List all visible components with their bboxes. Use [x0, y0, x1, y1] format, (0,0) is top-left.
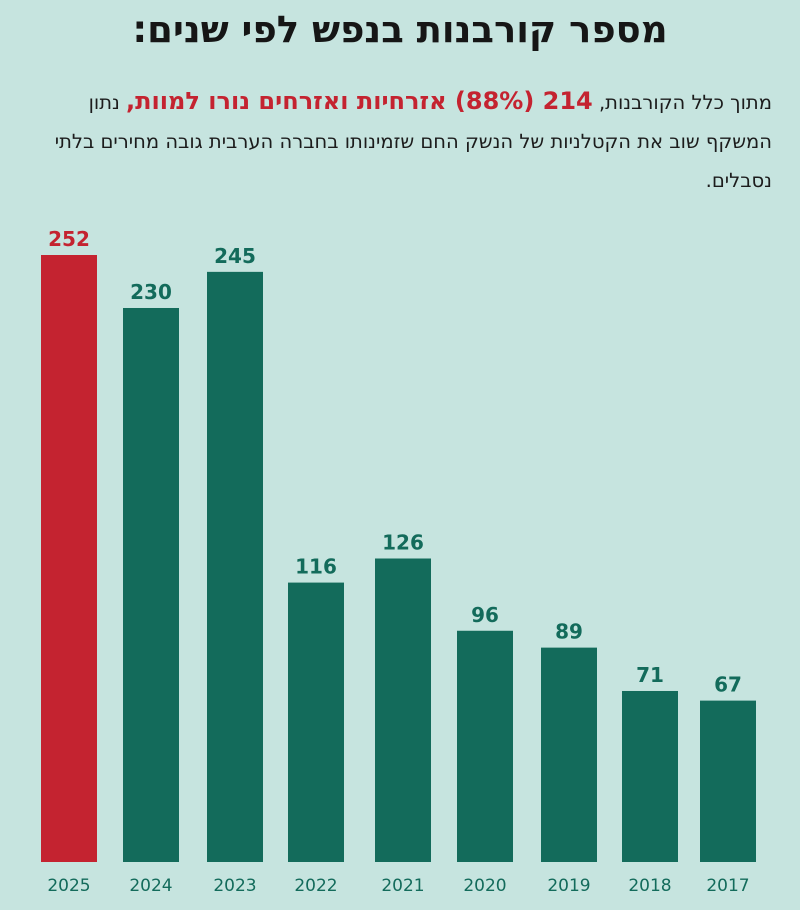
- value-label-2021: 126: [382, 531, 424, 555]
- bar-2024: [123, 307, 179, 862]
- bar-2019: [541, 647, 597, 862]
- bar-2021: [375, 558, 431, 862]
- year-label-2024: 2024: [129, 876, 172, 896]
- bars-group: 252 2025 230 2024 245 2023 116 2022 126 2021 96 202…: [41, 227, 756, 896]
- subtitle-text-start: מתוך כלל הקורבנות,: [592, 91, 772, 114]
- bar-2023: [207, 271, 263, 863]
- year-label-2020: 2020: [463, 876, 506, 896]
- value-label-2018: 71: [636, 663, 664, 687]
- bar-2020: [457, 630, 513, 862]
- chart-title: מספר קורבנות בנפש לפי שנים:: [132, 8, 668, 51]
- bar-2017: [700, 700, 756, 862]
- chart-subtitle: מתוך כלל הקורבנות, 214 (88%) אזרחיות ואז…: [42, 82, 772, 200]
- bar-2018: [622, 690, 678, 862]
- bar-2022: [288, 582, 344, 862]
- year-label-2017: 2017: [706, 876, 749, 896]
- year-label-2019: 2019: [547, 876, 590, 896]
- subtitle-text-end: נתון המשקף שוב את הקטלניות של הנשק החם ש…: [54, 91, 772, 192]
- value-label-2025: 252: [48, 227, 90, 251]
- subtitle-highlight: 214 (88%) אזרחיות ואזרחים נורו למוות,: [126, 87, 593, 115]
- year-label-2021: 2021: [381, 876, 424, 896]
- value-label-2017: 67: [714, 673, 742, 697]
- year-label-2022: 2022: [294, 876, 337, 896]
- year-label-2023: 2023: [213, 876, 256, 896]
- bar-2025: [41, 255, 97, 862]
- value-label-2022: 116: [295, 555, 337, 579]
- year-label-2025: 2025: [47, 876, 90, 896]
- value-label-2023: 245: [214, 244, 256, 268]
- value-label-2024: 230: [130, 280, 172, 304]
- value-label-2019: 89: [555, 620, 583, 644]
- year-label-2018: 2018: [628, 876, 671, 896]
- value-label-2020: 96: [471, 603, 499, 627]
